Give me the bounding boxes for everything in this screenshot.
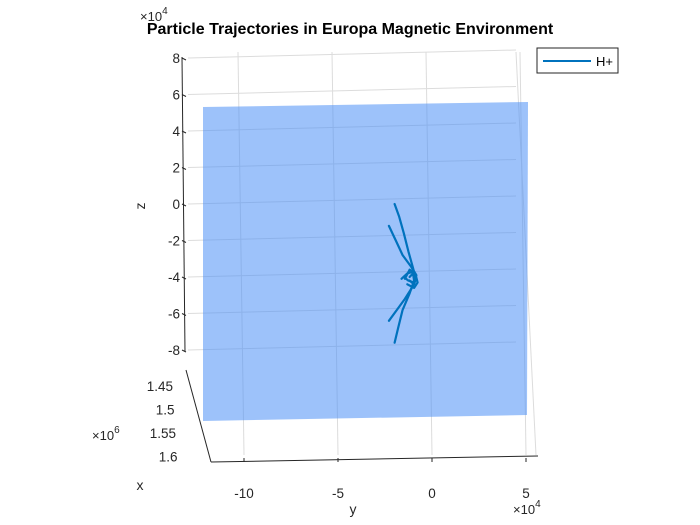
z-tick-mark [181, 130, 187, 134]
z-tick-label: 6 [172, 88, 180, 103]
x-axis-label: x [137, 477, 144, 493]
y-exponent-label: ×104 [513, 499, 541, 517]
z-tick-label: 2 [172, 161, 180, 176]
z-gridline [187, 86, 517, 95]
x-tick-label: 1.55 [150, 426, 176, 441]
y-axis-line [210, 455, 539, 463]
z-tick-label: 8 [172, 51, 180, 66]
chart-title: Particle Trajectories in Europa Magnetic… [147, 21, 554, 38]
z-tick-mark [181, 57, 187, 61]
z-tick-label: -8 [168, 343, 180, 358]
legend-label-h-plus: H+ [596, 54, 613, 69]
z-tick-mark [181, 167, 187, 170]
trajectory-lines [387, 202, 419, 344]
legend[interactable]: H+ [536, 47, 619, 74]
x-tick-label: 1.5 [156, 403, 175, 418]
z-tick-labels: 8 6 4 2 0 -2 -4 -6 -8 [168, 51, 187, 358]
z-tick-mark [181, 94, 187, 97]
z-tick-mark [181, 203, 187, 207]
x-axis-line [185, 369, 212, 463]
magnetic-boundary-surface [203, 102, 528, 421]
trajectory-h-plus-5 [403, 268, 419, 289]
z-axis-label: z [132, 203, 148, 210]
z-tick-mark [181, 349, 187, 353]
z-exponent-label: ×104 [140, 6, 168, 24]
y-tick-labels: -10 -5 0 5 [234, 458, 530, 501]
y-tick-label: 0 [428, 486, 436, 501]
z-tick-label: 0 [172, 197, 180, 212]
x-exponent-label: ×106 [92, 425, 120, 443]
y-tick-label: -10 [234, 486, 254, 501]
y-tick-label: 5 [522, 486, 530, 501]
z-tick-label: -6 [168, 307, 180, 322]
x-tick-label: 1.45 [147, 379, 173, 394]
z-tick-mark [181, 240, 187, 243]
x-tick-label: 1.6 [159, 450, 178, 465]
y-tick-label: -5 [332, 486, 344, 501]
z-tick-mark [181, 313, 187, 316]
z-tick-label: -4 [168, 270, 180, 285]
z-tick-mark [181, 276, 187, 280]
z-tick-label: -2 [168, 234, 180, 249]
z-tick-label: 4 [172, 124, 180, 139]
z-gridline [187, 49, 517, 59]
y-axis-label: y [350, 501, 357, 517]
x-tick-labels: 1.45 1.5 1.55 1.6 [147, 379, 178, 465]
